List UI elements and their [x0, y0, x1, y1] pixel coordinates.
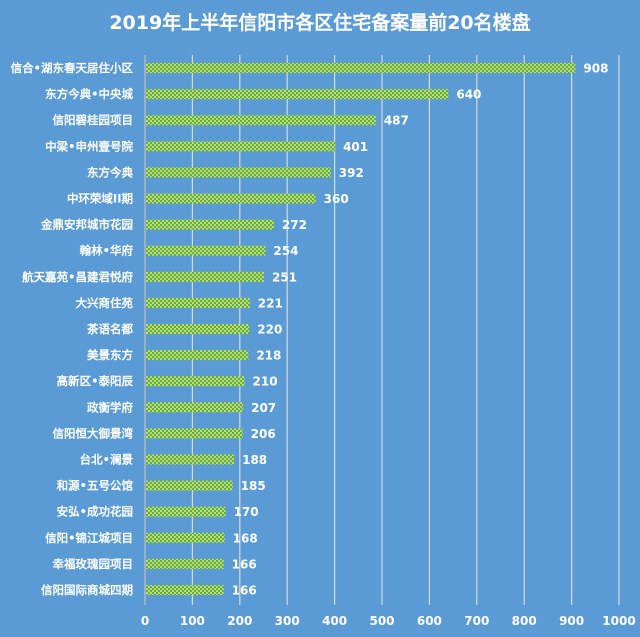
bar: [146, 167, 331, 178]
bar: [146, 271, 264, 282]
data-label: 908: [583, 62, 608, 76]
x-tick-label: 100: [180, 614, 205, 628]
category-label: 信阳国际商城四期: [41, 583, 133, 597]
x-tick-label: 200: [227, 614, 252, 628]
data-label: 401: [343, 140, 368, 154]
chart-title: 2019年上半年信阳市各区住宅备案量前20名楼盘: [109, 12, 531, 34]
data-label: 168: [233, 531, 258, 545]
data-label: 206: [251, 427, 276, 441]
bar: [146, 324, 250, 334]
data-label: 272: [282, 218, 307, 232]
category-label: 信合•湖东春天居住小区: [11, 61, 134, 75]
category-label: 信阳碧桂园项目: [53, 113, 134, 127]
category-label: 信阳恒大御景湾: [53, 426, 134, 440]
x-tick-label: 800: [512, 614, 537, 628]
category-label: 高新区•泰阳辰: [57, 374, 134, 388]
data-label: 220: [257, 323, 282, 337]
category-label: 和源•五号公馆: [57, 479, 134, 493]
category-label: 美景东方: [87, 348, 133, 362]
data-label: 188: [242, 453, 267, 467]
bar: [146, 532, 225, 543]
data-label: 218: [256, 349, 281, 363]
data-label: 360: [324, 192, 349, 206]
x-tick-label: 500: [369, 614, 394, 628]
bar: [146, 115, 376, 126]
category-label: 东方今典•中央城: [45, 87, 133, 101]
bar: [146, 350, 249, 361]
category-label: 台北•澜景: [80, 453, 134, 467]
category-label: 中环荣域II期: [67, 192, 133, 206]
category-label: 翰林•华府: [80, 244, 134, 258]
bar: [146, 245, 266, 256]
category-label: 中梁•申州壹号院: [45, 139, 133, 153]
bar: [146, 558, 224, 569]
category-label: 航天嘉苑•昌建君悦府: [22, 270, 133, 284]
data-label: 210: [253, 375, 278, 389]
category-label: 大兴商住苑: [76, 296, 134, 310]
bar: [146, 506, 226, 517]
x-tick-label: 600: [417, 614, 442, 628]
data-label: 392: [339, 166, 364, 180]
x-tick-label: 900: [559, 614, 584, 628]
x-tick-label: 300: [275, 614, 300, 628]
data-label: 640: [456, 88, 481, 102]
x-tick-label: 0: [141, 614, 149, 628]
category-label: 幸福玫瑰园项目: [53, 557, 134, 571]
data-label: 254: [273, 244, 298, 258]
bar: [146, 141, 336, 152]
bar: [146, 297, 250, 308]
bar: [146, 219, 274, 230]
x-tick-label: 400: [322, 614, 347, 628]
category-label: 茶语名都: [86, 322, 133, 336]
data-label: 487: [384, 114, 409, 128]
bar: [146, 585, 224, 595]
bar: [146, 454, 235, 465]
x-tick-label: 700: [464, 614, 489, 628]
category-label: 东方今典: [87, 165, 133, 179]
category-label: 信阳•锦江城项目: [45, 531, 133, 545]
data-label: 207: [251, 401, 276, 415]
data-label: 185: [241, 479, 266, 493]
data-label: 166: [232, 584, 257, 598]
bar: [146, 89, 449, 100]
bar: [146, 402, 244, 413]
bar: [146, 63, 576, 73]
data-label: 221: [258, 296, 283, 310]
data-label: 251: [272, 270, 297, 284]
category-label: 政衡学府: [87, 400, 133, 414]
data-label: 166: [232, 557, 257, 571]
bar: [146, 376, 245, 387]
bar: [146, 480, 233, 491]
x-tick-label: 1000: [602, 614, 635, 628]
bar: [146, 193, 316, 204]
bar: [146, 428, 243, 439]
category-label: 金鼎安邦城市花园: [40, 218, 133, 232]
category-label: 安弘•成功花园: [57, 505, 133, 519]
data-label: 170: [234, 505, 259, 519]
